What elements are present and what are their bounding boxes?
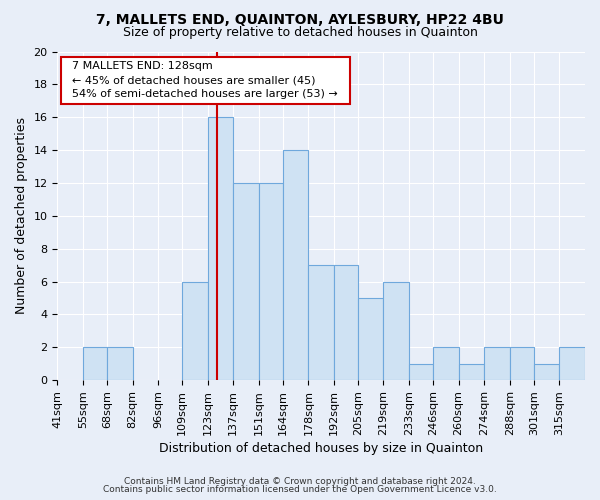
Bar (334, 265, 358, 380)
Bar (383, 282, 409, 380)
Text: Contains HM Land Registry data © Crown copyright and database right 2024.: Contains HM Land Registry data © Crown c… (124, 477, 476, 486)
Bar (458, 364, 484, 380)
Bar (559, 348, 585, 380)
Bar (534, 364, 559, 380)
Bar (283, 150, 308, 380)
Bar (510, 348, 534, 380)
Bar (182, 282, 208, 380)
Text: 7 MALLETS END: 128sqm
  ← 45% of detached houses are smaller (45)
  54% of semi-: 7 MALLETS END: 128sqm ← 45% of detached … (65, 62, 345, 100)
Bar (83, 348, 107, 380)
Bar (409, 364, 433, 380)
Bar (259, 183, 283, 380)
Text: Contains public sector information licensed under the Open Government Licence v3: Contains public sector information licen… (103, 484, 497, 494)
Bar (358, 298, 383, 380)
Bar (308, 265, 334, 380)
Bar (208, 117, 233, 380)
Text: 7, MALLETS END, QUAINTON, AYLESBURY, HP22 4BU: 7, MALLETS END, QUAINTON, AYLESBURY, HP2… (96, 12, 504, 26)
Bar (484, 348, 510, 380)
Bar (433, 348, 458, 380)
X-axis label: Distribution of detached houses by size in Quainton: Distribution of detached houses by size … (159, 442, 483, 455)
Bar (107, 348, 133, 380)
Bar (233, 183, 259, 380)
Text: Size of property relative to detached houses in Quainton: Size of property relative to detached ho… (122, 26, 478, 39)
Y-axis label: Number of detached properties: Number of detached properties (15, 118, 28, 314)
